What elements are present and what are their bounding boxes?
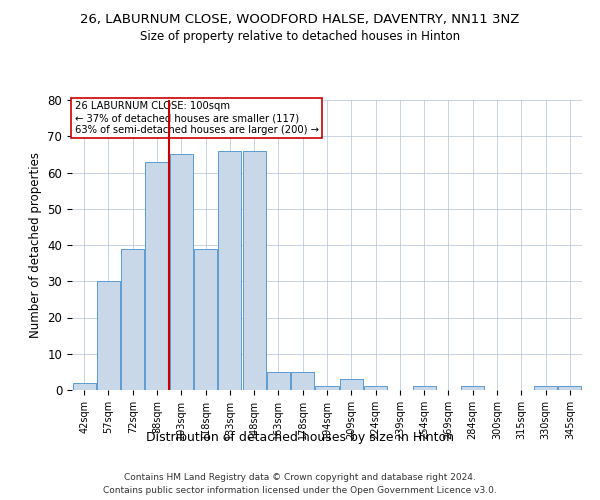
Bar — [534, 386, 557, 390]
Bar — [121, 248, 144, 390]
Bar — [364, 386, 387, 390]
Bar — [170, 154, 193, 390]
Bar — [340, 379, 363, 390]
Text: Distribution of detached houses by size in Hinton: Distribution of detached houses by size … — [146, 431, 454, 444]
Bar — [461, 386, 484, 390]
Text: 26, LABURNUM CLOSE, WOODFORD HALSE, DAVENTRY, NN11 3NZ: 26, LABURNUM CLOSE, WOODFORD HALSE, DAVE… — [80, 12, 520, 26]
Bar — [267, 372, 290, 390]
Bar — [242, 151, 266, 390]
Text: 26 LABURNUM CLOSE: 100sqm
← 37% of detached houses are smaller (117)
63% of semi: 26 LABURNUM CLOSE: 100sqm ← 37% of detac… — [74, 102, 319, 134]
Bar — [97, 281, 120, 390]
Bar — [559, 386, 581, 390]
Bar — [218, 151, 241, 390]
Y-axis label: Number of detached properties: Number of detached properties — [29, 152, 42, 338]
Text: Contains public sector information licensed under the Open Government Licence v3: Contains public sector information licen… — [103, 486, 497, 495]
Bar — [291, 372, 314, 390]
Bar — [194, 248, 217, 390]
Text: Contains HM Land Registry data © Crown copyright and database right 2024.: Contains HM Land Registry data © Crown c… — [124, 472, 476, 482]
Bar — [316, 386, 338, 390]
Bar — [413, 386, 436, 390]
Text: Size of property relative to detached houses in Hinton: Size of property relative to detached ho… — [140, 30, 460, 43]
Bar — [73, 383, 95, 390]
Bar — [145, 162, 169, 390]
